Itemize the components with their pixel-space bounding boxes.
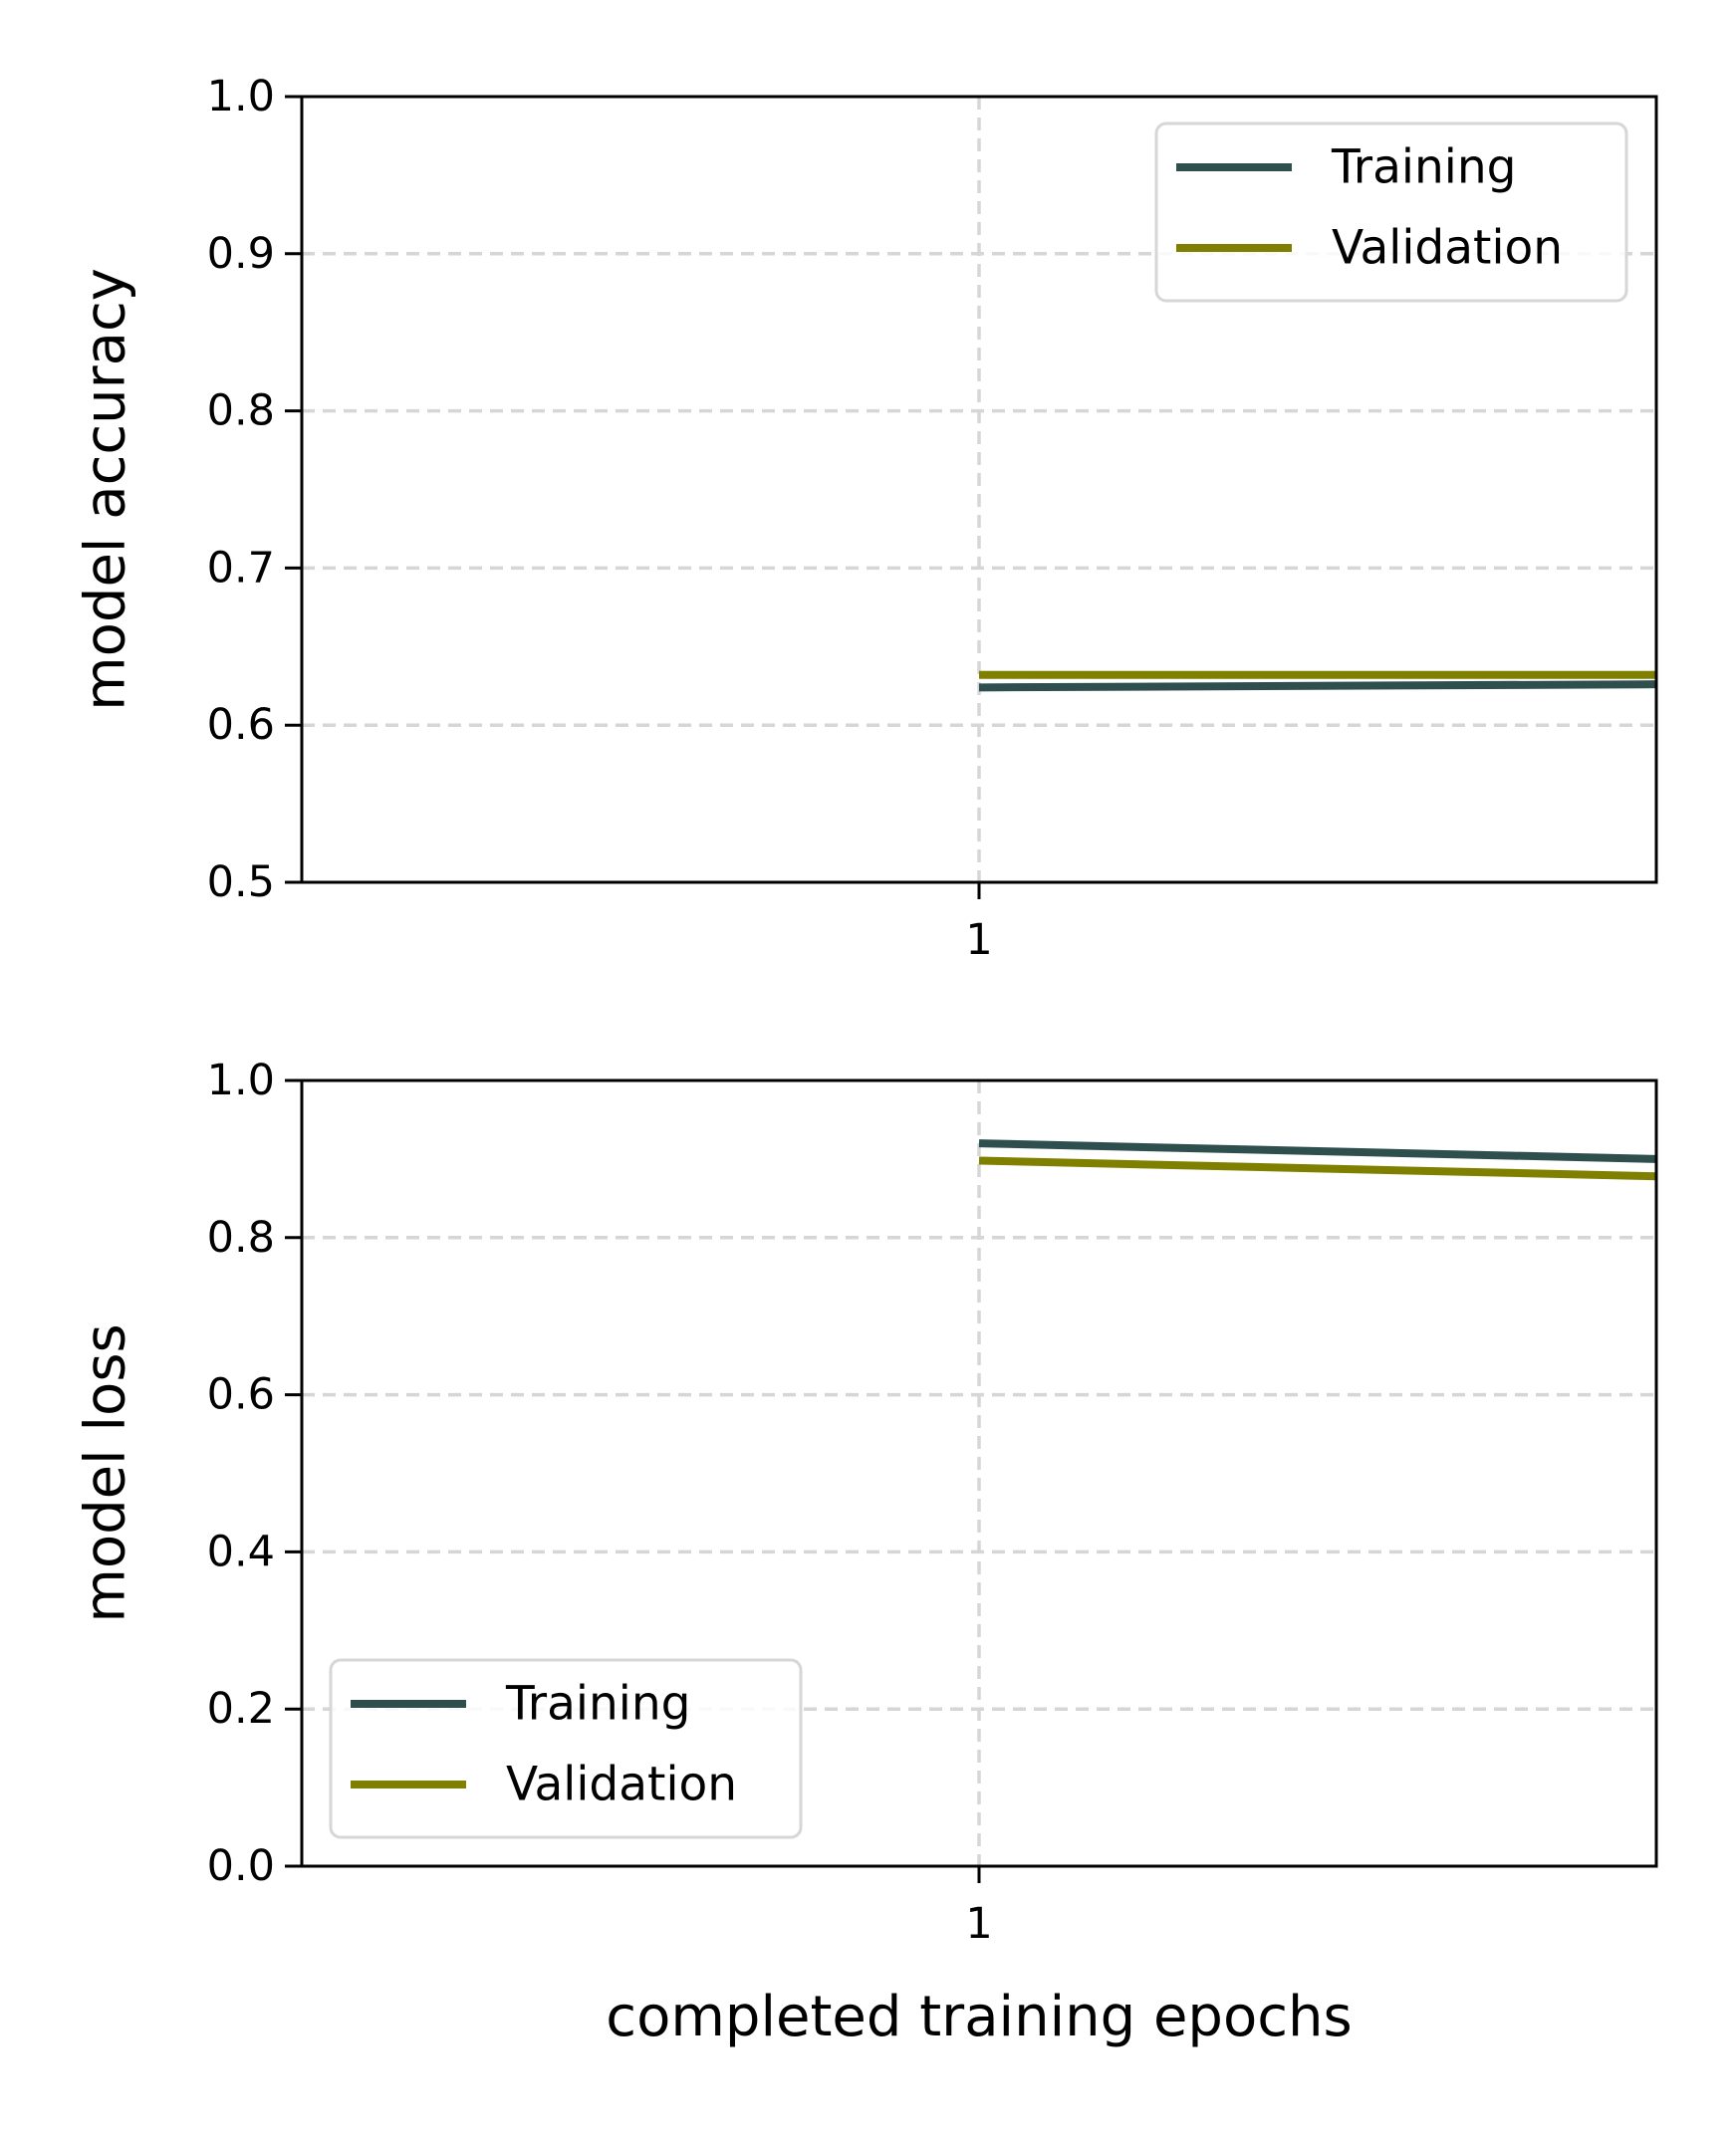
chart0-y-tick-label: 0.7: [207, 543, 275, 593]
chart0-y-tick-label: 0.6: [207, 700, 275, 750]
chart1-y-tick-label: 0.6: [207, 1370, 275, 1420]
chart1-legend: Training Validation: [329, 1658, 803, 1839]
chart1-x-tick-label: 1: [965, 1899, 992, 1949]
chart0-y-tick-label: 0.8: [207, 386, 275, 436]
chart1-series-line-training: [978, 1139, 1657, 1163]
chart0-series-line-training: [978, 680, 1657, 692]
chart1-legend-label-training: Training: [505, 1677, 690, 1732]
chart0-legend-label-training: Training: [1331, 140, 1516, 195]
chart1-series-line-validation: [978, 1156, 1657, 1181]
chart0-x-tick-label: 1: [965, 915, 992, 965]
chart0-y-tick-label: 1.0: [207, 72, 275, 121]
chart1-y-tick-label: 0.2: [207, 1684, 275, 1734]
chart0-y-axis-label: model accuracy: [74, 268, 138, 711]
chart0-y-tick-label: 0.9: [207, 229, 275, 279]
chart1-y-tick-label: 1.0: [207, 1056, 275, 1105]
loss-chart: 0.0 0.2 0.4 0.6 0.8 1.0 1 model loss completed t…: [74, 1056, 1658, 2049]
chart0-legend: Training Validation: [1154, 121, 1628, 303]
chart1-y-axis-label: model loss: [74, 1323, 138, 1622]
chart1-y-tick-label: 0.4: [207, 1527, 275, 1576]
chart0-legend-label-validation: Validation: [1332, 221, 1563, 276]
chart1-legend-label-validation: Validation: [506, 1758, 737, 1812]
chart0-y-tick-label: 0.5: [207, 857, 275, 907]
chart1-y-tick-label: 0.0: [207, 1841, 275, 1891]
chart1-x-axis-label: completed training epochs: [606, 1985, 1352, 2049]
chart1-y-tick-label: 0.8: [207, 1213, 275, 1263]
accuracy-chart: 0.5 0.6 0.7 0.8 0.9 1.0 1 model accuracy Trainin…: [74, 72, 1658, 965]
